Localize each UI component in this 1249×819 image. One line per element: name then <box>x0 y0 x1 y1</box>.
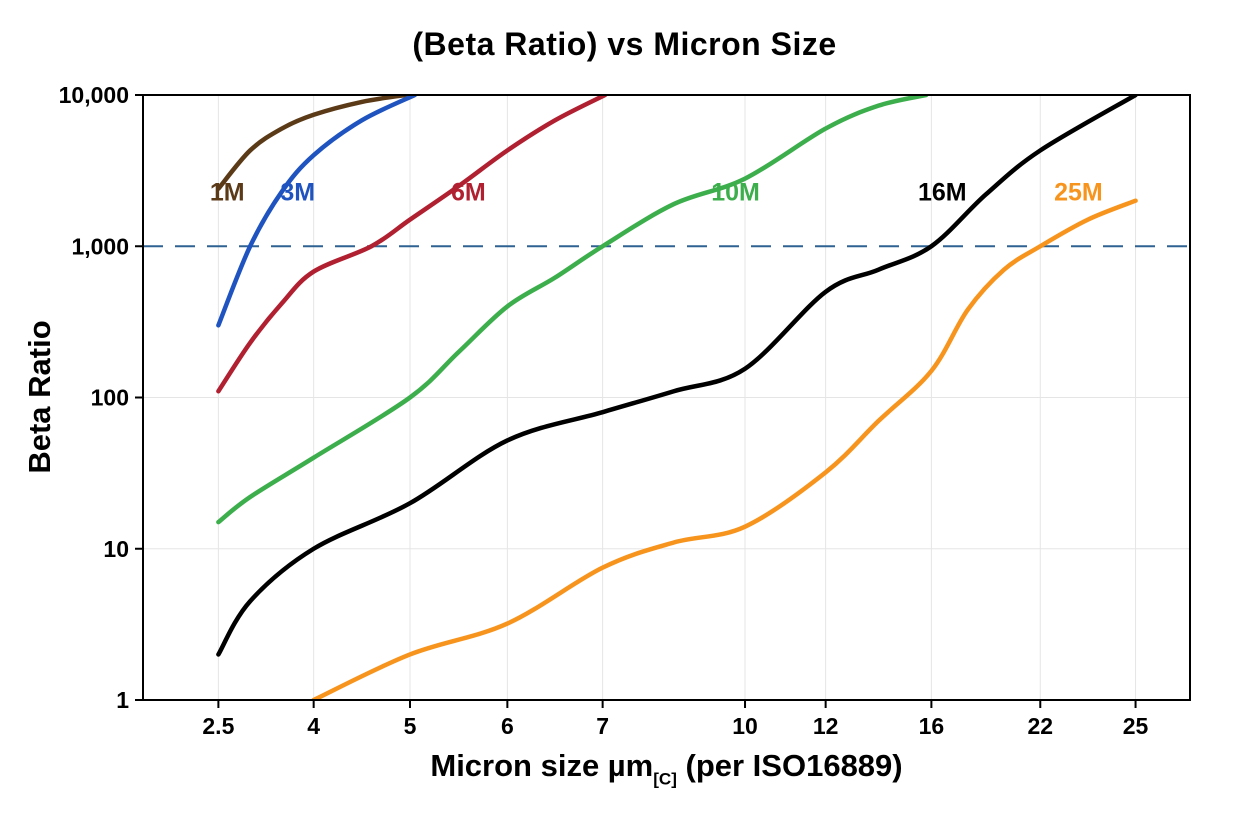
y-tick-label-1,000: 1,000 <box>71 233 129 259</box>
x-tick-label-22: 22 <box>1027 713 1053 739</box>
series-line-10M <box>216 95 929 525</box>
chart-title: (Beta Ratio) vs Micron Size <box>412 26 837 62</box>
series-label-25M: 25M <box>1054 179 1103 207</box>
series-label-1M: 1M <box>210 179 245 207</box>
x-axis-title-tail: (per ISO16889) <box>676 748 903 783</box>
x-axis-title-subscript: [C] <box>653 769 677 789</box>
y-tick-label-1: 1 <box>116 687 129 713</box>
x-tick-label-10: 10 <box>732 713 758 739</box>
x-tick-label-16: 16 <box>919 713 945 739</box>
series-group <box>216 95 1138 700</box>
series-line-16M <box>216 95 1138 657</box>
x-axis-title-main: Micron size µm <box>430 748 654 783</box>
x-tick-label-12: 12 <box>813 713 839 739</box>
series-label-10M: 10M <box>711 179 760 207</box>
x-tick-label-4: 4 <box>307 713 320 739</box>
series-line-3M <box>216 95 418 328</box>
x-tick-label-25: 25 <box>1123 713 1149 739</box>
series-label-6M: 6M <box>451 179 486 207</box>
y-tick-label-10: 10 <box>103 536 129 562</box>
series-label-3M: 3M <box>280 179 315 207</box>
series-line-25M <box>311 198 1138 700</box>
series-line-1M <box>216 95 408 191</box>
series-label-16M: 16M <box>918 179 967 207</box>
x-tick-label-6: 6 <box>501 713 514 739</box>
x-tick-label-5: 5 <box>404 713 417 739</box>
x-tick-label-2.5: 2.5 <box>202 713 234 739</box>
y-tick-label-100: 100 <box>91 385 129 411</box>
x-axis-title: Micron size µm[C] (per ISO16889) <box>143 748 1190 790</box>
y-axis-title: Beta Ratio <box>22 320 57 474</box>
series-line-6M <box>216 95 608 394</box>
x-tick-label-7: 7 <box>596 713 609 739</box>
y-tick-label-10,000: 10,000 <box>59 82 129 108</box>
